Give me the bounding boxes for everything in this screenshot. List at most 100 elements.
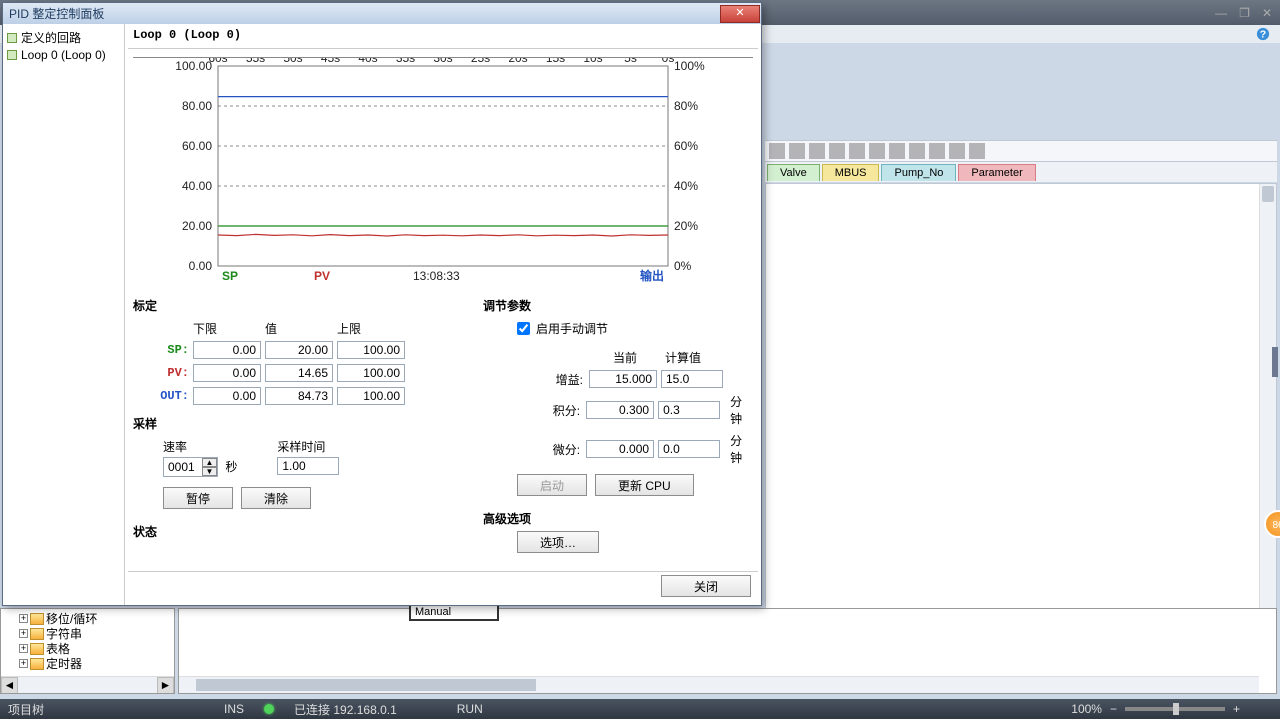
close-icon[interactable]: ✕ [1262,6,1272,20]
state-title: 状态 [133,523,473,540]
pv-label: PV: [151,366,193,380]
svg-text:0s: 0s [662,58,675,65]
advanced-title: 高级选项 [483,510,753,527]
zoom-out-icon[interactable]: − [1110,702,1117,716]
pv-low-input[interactable] [193,364,261,382]
dialog-panel: Loop 0 (Loop 0) 100.00100%80.0080%60.006… [125,24,761,605]
tab-param[interactable]: Parameter [958,164,1035,181]
options-button[interactable]: 选项… [517,531,599,553]
sp-high-input[interactable] [337,341,405,359]
gain-calc-input[interactable] [661,370,723,388]
sample-time-label: 采样时间 [277,438,339,455]
rate-down-icon[interactable]: ▼ [202,467,217,476]
rate-label: 速率 [163,438,237,455]
tree-item: +移位/循环 [1,611,174,626]
svg-text:15s: 15s [546,58,565,65]
tab-mbus[interactable]: MBUS [822,164,880,181]
zoom-label: 100% [1071,702,1102,716]
svg-text:20.00: 20.00 [182,219,212,233]
pid-dialog: PID 整定控制面板 ✕ 定义的回路 Loop 0 (Loop 0) Loop … [2,2,762,606]
svg-text:5s: 5s [624,58,637,65]
svg-text:25s: 25s [471,58,490,65]
manual-tune-checkbox[interactable] [517,322,530,335]
help-icon[interactable]: ? [1256,27,1270,41]
start-button[interactable]: 启动 [517,474,587,496]
out-high-input[interactable] [337,387,405,405]
sp-low-input[interactable] [193,341,261,359]
status-led-icon [264,704,274,714]
main-editor: Manual [178,608,1277,694]
folder-icon [30,628,44,640]
svg-text:100.00: 100.00 [175,59,212,73]
scroll-right-icon[interactable]: ► [157,677,174,694]
scroll-thumb[interactable] [196,679,536,691]
close-button[interactable]: 关闭 [661,575,751,597]
update-cpu-button[interactable]: 更新 CPU [595,474,694,496]
derivative-label: 微分: [517,441,586,458]
svg-text:60s: 60s [208,58,227,65]
dialog-close-button[interactable]: ✕ [720,5,760,23]
derivative-current-input[interactable] [586,440,654,458]
dialog-titlebar[interactable]: PID 整定控制面板 ✕ [3,3,761,24]
tree-hscroll[interactable]: ◄ ► [1,676,174,693]
out-val-input[interactable] [265,387,333,405]
tool-icon[interactable] [929,143,945,159]
chart-title: Loop 0 (Loop 0) [133,28,753,42]
tool-icon[interactable] [969,143,985,159]
rate-up-icon[interactable]: ▲ [202,458,217,467]
folder-icon [30,643,44,655]
folder-icon [30,658,44,670]
calib-table: 下限值上限 SP: PV: [151,320,473,405]
out-label: OUT: [151,389,193,403]
tool-icon[interactable] [769,143,785,159]
status-bar: 项目树 INS 已连接 192.168.0.1 RUN 100% − + [0,699,1280,719]
status-connected: 已连接 192.168.0.1 [294,701,397,718]
svg-text:100%: 100% [674,59,705,73]
loop-list-item[interactable]: Loop 0 (Loop 0) [3,47,124,63]
svg-text:0.00: 0.00 [189,259,213,273]
tune-title: 调节参数 [483,297,753,314]
scroll-thumb[interactable] [1262,186,1274,202]
tool-icon[interactable] [889,143,905,159]
rate-spinner[interactable]: ▲▼ [163,457,218,477]
minimize-icon[interactable]: — [1215,6,1227,20]
svg-text:?: ? [1260,29,1266,41]
tool-icon[interactable] [949,143,965,159]
svg-text:80.00: 80.00 [182,99,212,113]
tool-icon[interactable] [869,143,885,159]
sampling-title: 采样 [133,415,473,432]
tool-icon[interactable] [809,143,825,159]
tool-icon[interactable] [829,143,845,159]
tool-icon[interactable] [909,143,925,159]
derivative-unit: 分钟 [730,432,753,466]
project-tree-label: 项目树 [8,701,44,718]
window-controls: — ❐ ✕ [1215,6,1280,20]
out-low-input[interactable] [193,387,261,405]
zoom-in-icon[interactable]: + [1233,702,1240,716]
tool-icon[interactable] [849,143,865,159]
pv-high-input[interactable] [337,364,405,382]
manual-tune-label: 启用手动调节 [536,320,608,337]
scroll-left-icon[interactable]: ◄ [1,677,18,694]
tab-valve[interactable]: Valve [767,164,820,181]
clear-button[interactable]: 清除 [241,487,311,509]
derivative-calc-input[interactable] [658,440,720,458]
zoom-slider[interactable] [1125,707,1225,711]
rate-input[interactable] [164,458,202,476]
tree-item: +字符串 [1,626,174,641]
tool-icon[interactable] [789,143,805,159]
sp-val-input[interactable] [265,341,333,359]
tree-item: +表格 [1,641,174,656]
integral-current-input[interactable] [586,401,654,419]
gain-current-input[interactable] [589,370,657,388]
gain-label: 增益: [517,371,589,388]
pv-val-input[interactable] [265,364,333,382]
maximize-icon[interactable]: ❐ [1239,6,1250,20]
svg-text:35s: 35s [396,58,415,65]
tab-pump[interactable]: Pump_No [881,164,956,181]
editor-hscroll[interactable] [179,676,1259,693]
pause-button[interactable]: 暂停 [163,487,233,509]
integral-calc-input[interactable] [658,401,720,419]
sample-time-input[interactable] [277,457,339,475]
svg-text:55s: 55s [246,58,265,65]
